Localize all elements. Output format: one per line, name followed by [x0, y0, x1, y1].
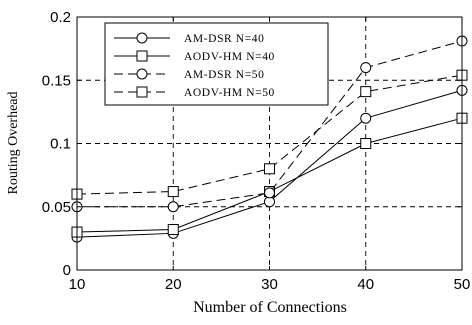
circle-marker	[264, 187, 275, 199]
y-axis-label: Routing Overhead	[6, 91, 21, 194]
x-tick-label: 50	[454, 276, 471, 293]
series-line	[77, 40, 463, 208]
x-tick-label: 30	[261, 276, 278, 293]
circle-marker	[136, 68, 148, 80]
tick-layer: 10 20 30 40 50 0 0.05 0.1 0.15 0.2	[42, 9, 471, 293]
legend-label: AODV-HM N=40	[184, 51, 275, 63]
series-line	[76, 74, 463, 195]
square-marker	[167, 224, 179, 236]
square-marker	[360, 138, 372, 149]
square-marker	[360, 86, 372, 98]
square-marker	[264, 163, 275, 175]
y-tick-label: 0.15	[42, 72, 71, 89]
y-tick-label: 0	[63, 262, 71, 279]
legend: AM-DSR N=40 AODV-HM N=40 AM-DSR N=50 AODV-H…	[104, 22, 329, 106]
legend-label: AM-DSR N=50	[184, 69, 265, 81]
legend-label: AM-DSR N=40	[184, 33, 265, 45]
y-tick-label: 0.1	[50, 136, 71, 153]
x-tick-label: 10	[69, 276, 86, 293]
x-tick-label: 40	[357, 276, 374, 293]
square-marker	[167, 186, 179, 198]
square-marker	[136, 86, 148, 98]
y-tick-label: 0.05	[42, 199, 71, 216]
circle-marker	[136, 32, 148, 44]
circle-marker	[167, 201, 179, 213]
y-tick-label: 0.2	[50, 9, 71, 26]
legend-label: AODV-HM N=50	[184, 87, 275, 99]
circle-marker	[360, 112, 372, 124]
x-axis-label: Number of Connections	[193, 299, 347, 316]
circle-marker	[360, 62, 372, 74]
square-marker	[136, 50, 148, 62]
x-tick-label: 20	[165, 276, 182, 293]
